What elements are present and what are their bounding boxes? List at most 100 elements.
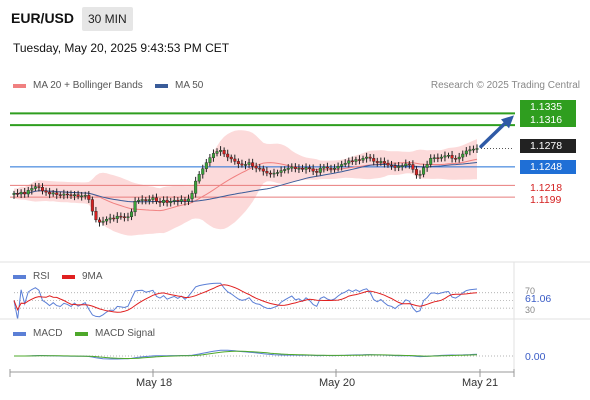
legend-macd-signal: MACD Signal bbox=[75, 328, 155, 339]
rsi-swatch bbox=[13, 274, 26, 279]
candle bbox=[261, 165, 265, 176]
candle bbox=[211, 149, 215, 162]
candle bbox=[279, 166, 283, 177]
candle-body bbox=[105, 219, 109, 222]
level-label-s2: 1.1199 bbox=[530, 194, 562, 206]
candle-body bbox=[333, 167, 337, 170]
candle-body bbox=[30, 188, 34, 191]
candle bbox=[382, 157, 386, 168]
candle-body bbox=[176, 199, 180, 202]
candle-body bbox=[450, 155, 454, 159]
candle-body bbox=[439, 156, 443, 159]
candle-body bbox=[55, 192, 59, 195]
macd-signal-swatch bbox=[75, 331, 88, 336]
candle bbox=[404, 159, 408, 169]
ma50-swatch bbox=[155, 83, 168, 88]
candle-body bbox=[379, 161, 383, 163]
candle-body bbox=[126, 216, 130, 218]
candle bbox=[44, 187, 48, 196]
legend-rsi-label: RSI bbox=[33, 271, 50, 282]
candle-body bbox=[276, 172, 280, 174]
legend-macd-label: MACD bbox=[33, 328, 63, 339]
candle-body bbox=[300, 167, 304, 170]
candle-body bbox=[304, 167, 308, 170]
level-label-r1: 1.1316 bbox=[520, 113, 576, 127]
candle-body bbox=[187, 198, 191, 202]
candle-body bbox=[393, 165, 397, 168]
candle bbox=[283, 166, 287, 174]
candle bbox=[126, 212, 130, 222]
candle bbox=[229, 154, 233, 163]
candle bbox=[236, 158, 240, 169]
candle bbox=[432, 154, 436, 163]
time-axis bbox=[0, 261, 590, 377]
candle-body bbox=[16, 193, 20, 195]
candle bbox=[454, 155, 458, 163]
rsi-level-30: 30 bbox=[525, 305, 536, 315]
candle bbox=[464, 147, 468, 157]
candle bbox=[397, 162, 401, 172]
candle-body bbox=[283, 169, 287, 171]
current-price-label: 1.1278 bbox=[520, 139, 576, 153]
candle-body bbox=[454, 158, 458, 160]
candle bbox=[172, 196, 176, 205]
candle bbox=[240, 159, 244, 168]
candle bbox=[87, 191, 91, 204]
candle-body bbox=[329, 167, 333, 170]
candle-body bbox=[447, 155, 451, 157]
candle-body bbox=[169, 201, 173, 203]
candle bbox=[329, 164, 333, 173]
candle-body bbox=[386, 163, 390, 166]
candle bbox=[350, 156, 354, 165]
legend-rsi-ma: 9MA bbox=[62, 271, 103, 282]
candle-body bbox=[44, 190, 48, 193]
candle-body bbox=[390, 164, 394, 167]
candle bbox=[40, 183, 44, 195]
candle-body bbox=[147, 199, 151, 201]
candle bbox=[297, 164, 301, 173]
candle bbox=[194, 176, 198, 198]
candle-body bbox=[297, 167, 301, 170]
candle-body bbox=[404, 163, 408, 166]
candle bbox=[318, 163, 322, 176]
candle bbox=[90, 196, 94, 216]
candle bbox=[315, 168, 319, 177]
legend-rsi-ma-label: 9MA bbox=[82, 271, 103, 282]
candle-body bbox=[261, 168, 265, 172]
candle bbox=[169, 197, 173, 207]
candle bbox=[450, 150, 454, 163]
candle-body bbox=[365, 156, 369, 159]
candle bbox=[133, 197, 137, 217]
candle bbox=[222, 147, 226, 157]
candle-body bbox=[265, 171, 269, 174]
candle bbox=[112, 214, 116, 222]
candle bbox=[208, 153, 212, 167]
candle bbox=[347, 157, 351, 168]
candle bbox=[151, 194, 155, 204]
candle bbox=[429, 154, 433, 168]
timeframe-badge[interactable]: 30 MIN bbox=[82, 7, 133, 31]
candle bbox=[204, 158, 208, 173]
candle-body bbox=[361, 158, 365, 161]
candle-body bbox=[372, 158, 376, 162]
candle-body bbox=[414, 169, 418, 176]
candle-body bbox=[172, 199, 176, 202]
candle-body bbox=[51, 192, 55, 195]
candle-body bbox=[26, 190, 30, 195]
candle bbox=[144, 196, 148, 205]
candle-body bbox=[233, 158, 237, 162]
legend-ma50-label: MA 50 bbox=[175, 80, 204, 91]
candle bbox=[258, 164, 262, 172]
candle bbox=[108, 213, 112, 224]
rsi-value: 61.06 bbox=[525, 293, 552, 305]
candle bbox=[55, 188, 59, 199]
macd-plot bbox=[14, 349, 514, 360]
candle bbox=[386, 159, 390, 168]
candle-body bbox=[468, 149, 472, 152]
candle bbox=[372, 154, 376, 166]
candle bbox=[176, 197, 180, 206]
candle-body bbox=[318, 167, 322, 173]
candle bbox=[130, 208, 134, 221]
candle-body bbox=[154, 197, 158, 202]
